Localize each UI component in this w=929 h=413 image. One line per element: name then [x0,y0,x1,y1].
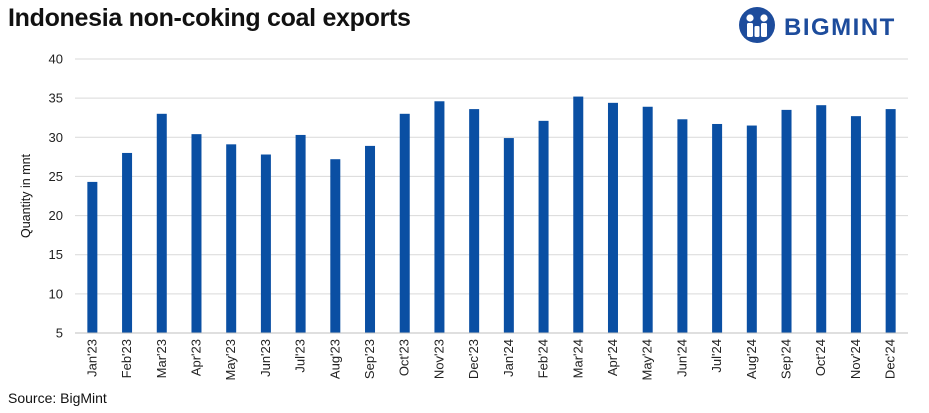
y-tick-label: 25 [49,169,63,184]
bar [469,109,480,333]
x-tick-label: Nov'24 [848,339,863,379]
x-tick-label: Jun'23 [258,339,273,377]
brand-name: BIGMINT [784,13,896,41]
bar [850,116,861,333]
bar [295,134,306,333]
y-tick-label: 30 [49,130,63,145]
x-tick-label: Nov'23 [431,339,446,379]
y-tick-label: 5 [56,326,63,341]
bar [781,109,792,333]
x-tick-label: Jan'24 [501,339,516,377]
y-tick-label: 20 [49,208,63,223]
bar [642,106,653,333]
page-title: Indonesia non-coking coal exports [8,4,411,32]
y-axis-title: Quantity in mnt [19,153,33,238]
x-tick-label: Mar'24 [570,339,585,378]
y-tick-label: 40 [49,52,63,67]
x-tick-label: Apr'23 [188,339,203,376]
bar [885,109,896,333]
x-tick-label: Mar'23 [154,339,169,378]
x-tick-label: Oct'24 [813,339,828,376]
x-tick-label: May'23 [223,339,238,381]
bar [746,125,757,334]
bar [260,154,271,333]
grid-lines [75,58,908,295]
bar [573,96,584,333]
x-tick-label: Apr'24 [605,339,620,376]
source-note: Source: BigMint [8,390,107,406]
bar [503,138,514,333]
y-tick-label: 10 [49,286,63,301]
bar [122,152,133,333]
x-tick-label: Aug'24 [744,339,759,379]
y-tick-label: 35 [49,91,63,106]
bar [399,113,410,333]
x-tick-label: Jul'23 [293,339,308,373]
x-tick-label: Jul'24 [709,339,724,373]
bar [226,144,237,333]
brand-logo: BIGMINT [738,6,896,49]
bar [712,123,723,333]
bar [330,159,341,333]
x-tick-label: Sep'24 [779,339,794,379]
x-tick-label: Aug'23 [327,339,342,379]
bar [87,181,98,333]
x-tick-label: Dec'23 [466,339,481,379]
x-tick-label: Sep'23 [362,339,377,379]
y-axis-ticks: 5 10 15 20 25 30 35 40 [49,52,63,341]
bar [156,113,167,333]
bar [538,120,549,334]
x-tick-label: Feb'24 [536,339,551,378]
bar [607,102,618,333]
bar [677,119,688,333]
bar [365,145,376,333]
bar [816,105,827,333]
x-tick-label: Feb'23 [119,339,134,378]
x-axis-ticks: Jan'23 Feb'23 Mar'23 Apr'23 May'23 Jun'23 Jul'… [84,339,897,381]
x-tick-label: Jun'24 [674,339,689,377]
x-tick-label: May'24 [640,339,655,381]
bar [434,101,445,333]
x-tick-label: Oct'23 [397,339,412,376]
x-tick-label: Jan'23 [84,339,99,377]
x-tick-label: Dec'24 [883,339,898,379]
bar-series [87,96,896,334]
bigmint-logo-icon [738,6,776,49]
y-tick-label: 15 [49,247,63,262]
bar [191,134,202,333]
